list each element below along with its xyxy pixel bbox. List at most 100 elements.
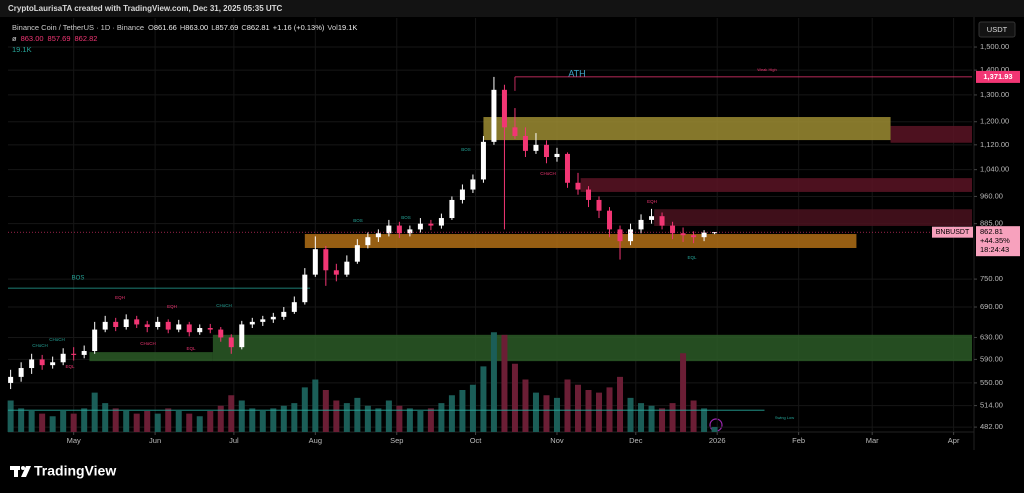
candle-body <box>386 225 392 234</box>
candle-body <box>586 189 592 200</box>
volume-bar <box>701 408 708 432</box>
volume-bar <box>228 395 235 432</box>
legend-line: Binance Coin / TetherUS · 1D · Binance O8… <box>12 23 357 32</box>
candle-body <box>207 328 213 330</box>
candle-body <box>144 324 150 327</box>
countdown-label: 18:24:43 <box>980 245 1009 254</box>
x-tick-label: Feb <box>792 436 805 445</box>
candle-body <box>92 329 98 352</box>
y-tick-label: 630.00 <box>980 332 1003 341</box>
y-tick-label: 482.00 <box>980 422 1003 431</box>
candle-body <box>239 324 245 348</box>
y-tick-label: 1,040.00 <box>980 165 1009 174</box>
volume-bar <box>659 408 666 432</box>
annotation: CHoCH <box>540 171 556 176</box>
volume-bar <box>280 405 287 432</box>
candle-body <box>281 311 287 317</box>
volume-bar <box>585 390 592 432</box>
y-tick-label: 960.00 <box>980 191 1003 200</box>
annotation: CHoCH <box>49 337 65 342</box>
change-label: +44.35% <box>980 236 1010 245</box>
indicator-line: ø 863.00 857.69 862.82 <box>12 34 97 43</box>
symbol-tag <box>932 226 973 238</box>
annotation: EQH <box>167 304 177 309</box>
annotation: BOS <box>401 215 411 220</box>
indicator-value: 857.69 <box>48 34 71 43</box>
volume-bar <box>217 405 224 432</box>
volume-bar <box>123 411 130 432</box>
indicator-value: 863.00 <box>21 34 44 43</box>
candle-body <box>649 216 655 220</box>
candle-body <box>438 218 444 226</box>
candle-body <box>333 270 339 275</box>
currency-button[interactable] <box>978 21 1016 38</box>
volume-bar <box>627 397 634 432</box>
logo-part <box>21 466 25 470</box>
candle-body <box>607 210 613 230</box>
annotation: EQL <box>186 346 196 351</box>
volume-bar <box>553 397 560 432</box>
volume-bar <box>480 366 487 432</box>
volume-bar <box>238 400 245 432</box>
volume-bar <box>375 408 382 432</box>
candle-body <box>186 324 192 333</box>
candle-body <box>617 229 623 242</box>
volume-bar <box>680 353 687 432</box>
volume-bar <box>322 390 329 432</box>
volume-bar <box>144 411 151 432</box>
volume-bar <box>711 426 718 432</box>
ath-price-box <box>976 70 1020 83</box>
y-tick-label: 1,300.00 <box>980 90 1009 99</box>
volume-bar <box>511 363 518 432</box>
ohlc-value: 862.81 <box>247 23 270 32</box>
candle-body <box>176 324 182 330</box>
volume-bar <box>459 390 466 432</box>
ohlc-value: 863.00 <box>185 23 208 32</box>
candle-body <box>480 141 486 180</box>
candle-body <box>302 274 308 303</box>
level-label: Swing Low <box>775 415 794 420</box>
change: +1.16 (+0.13%) <box>273 23 325 32</box>
y-tick-label: 1,500.00 <box>980 42 1009 51</box>
candle-body <box>712 232 718 234</box>
volume-bar <box>81 408 88 432</box>
candle-body <box>701 232 707 238</box>
volume-bar <box>690 400 697 432</box>
annotation: CHoCH <box>140 341 156 346</box>
ath-price-label: 1,371.93 <box>983 72 1012 81</box>
currency-label: USDT <box>987 25 1008 34</box>
candle-body <box>29 359 35 369</box>
candle-body <box>113 321 119 327</box>
volume-bar <box>364 405 371 432</box>
candle-body <box>554 153 560 158</box>
ohlc-key: C <box>241 23 247 32</box>
candle-body <box>60 353 66 363</box>
volume-key: Vol <box>327 23 338 32</box>
candle-body <box>533 144 539 151</box>
candle-body <box>659 216 665 226</box>
annotation: BOS <box>461 147 471 152</box>
candle-body <box>323 249 329 271</box>
x-tick-label: May <box>67 436 81 445</box>
volume-bar <box>102 403 109 432</box>
zone <box>304 234 857 248</box>
volume-pane <box>7 332 718 432</box>
volume-bar <box>249 408 256 432</box>
header-bar <box>0 0 1024 17</box>
volume-bar <box>448 395 455 432</box>
candle-body <box>407 229 413 234</box>
candle-body <box>512 127 518 136</box>
volume-bar <box>638 403 645 432</box>
candle-body <box>354 245 360 262</box>
volume-bar <box>175 411 182 432</box>
candle-body <box>564 153 570 183</box>
price-tag <box>976 226 1020 257</box>
x-tick-label: Aug <box>309 436 322 445</box>
symbol-label: BNBUSDT <box>936 229 970 236</box>
annotation: EQL <box>687 255 697 260</box>
annotation: BOS <box>353 218 363 223</box>
brand: TradingView <box>34 463 116 479</box>
candle-body <box>638 219 644 230</box>
